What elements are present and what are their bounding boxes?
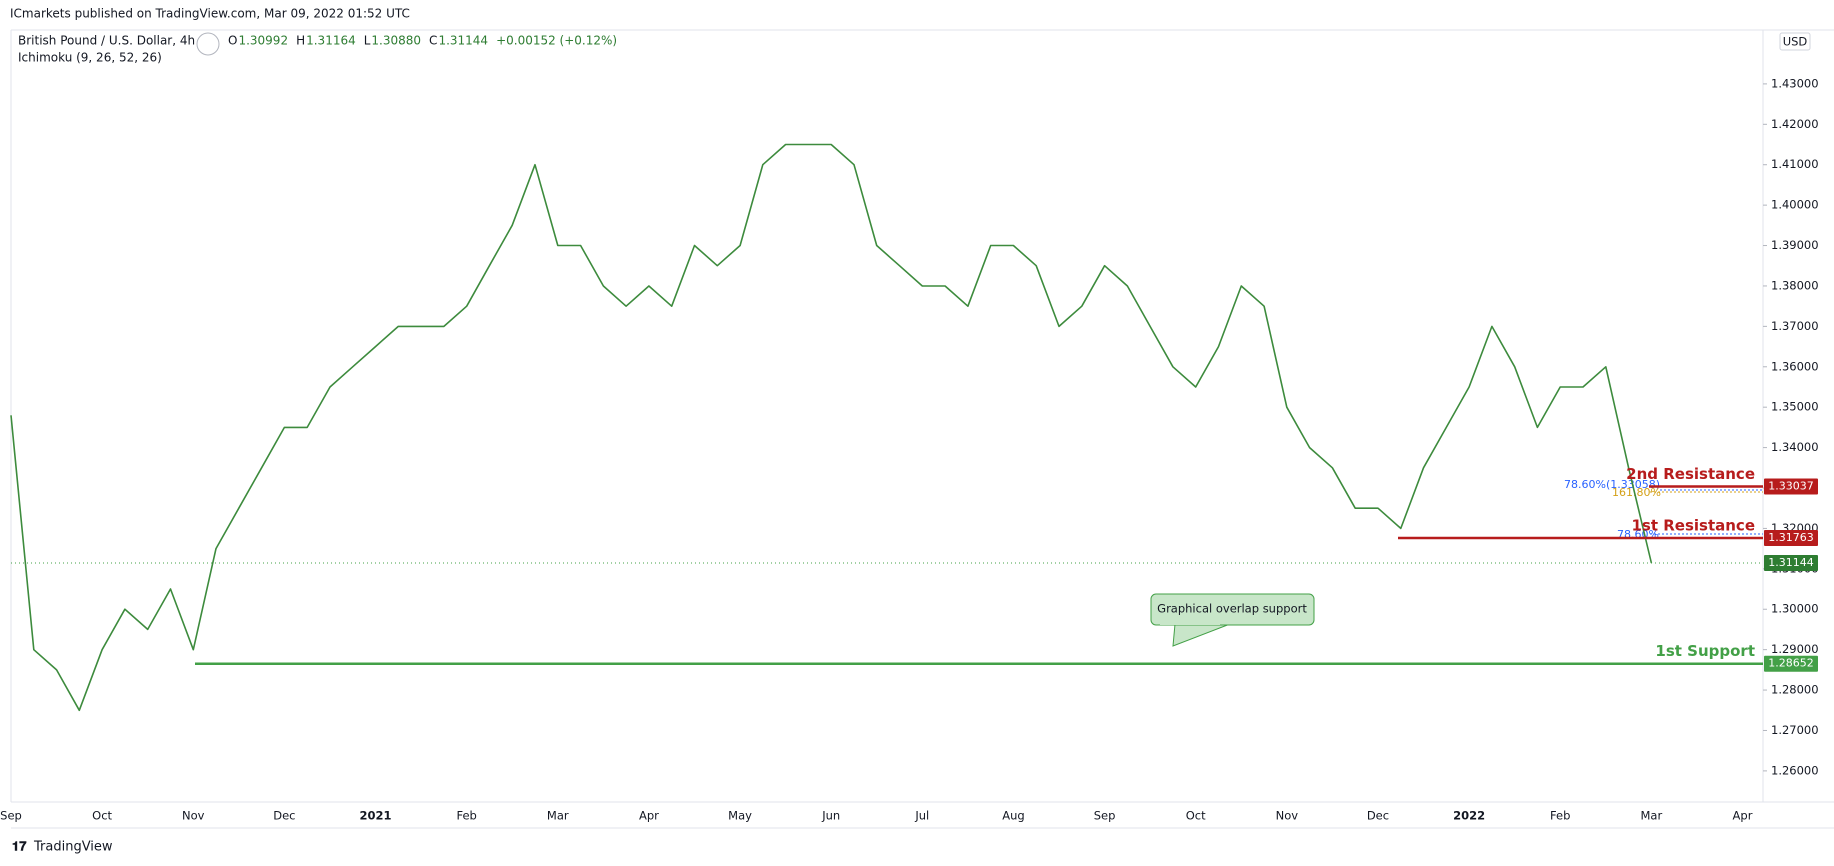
x-tick-label: Oct bbox=[92, 809, 112, 823]
level-price-box bbox=[1764, 655, 1818, 672]
y-tick-label: 1.34000 bbox=[1771, 440, 1819, 454]
x-tick-label: Apr bbox=[639, 809, 659, 823]
level-price-label: 1.28652 bbox=[1768, 657, 1814, 670]
x-tick-label: 2021 bbox=[360, 809, 392, 823]
x-tick-label: Sep bbox=[1094, 809, 1116, 823]
ohlc-value: 1.30880 bbox=[371, 34, 421, 48]
callout-box bbox=[1150, 593, 1315, 626]
footer-logo-mark: 𝟏𝟕 bbox=[12, 840, 27, 855]
x-tick-label: Dec bbox=[1367, 809, 1389, 823]
y-tick-label: 1.39000 bbox=[1771, 238, 1819, 252]
level-name: 1st Support bbox=[1655, 642, 1755, 660]
ohlc-key: H bbox=[296, 34, 305, 48]
y-tick-label: 1.26000 bbox=[1771, 763, 1819, 777]
indicator-name: Ichimoku (9, 26, 52, 26) bbox=[18, 51, 162, 65]
x-tick-label: Sep bbox=[0, 809, 22, 823]
callout-text: Graphical overlap support bbox=[1157, 602, 1307, 616]
symbol-title: British Pound / U.S. Dollar, 4h bbox=[18, 34, 195, 48]
x-tick-label: 2022 bbox=[1453, 809, 1485, 823]
level-name: 1st Resistance bbox=[1631, 516, 1755, 534]
y-tick-label: 1.30000 bbox=[1771, 602, 1819, 616]
currency: USD bbox=[1783, 35, 1808, 49]
level-price-box bbox=[1764, 529, 1818, 546]
y-tick-label: 1.35000 bbox=[1771, 400, 1819, 414]
x-tick-label: Aug bbox=[1002, 809, 1024, 823]
x-tick-label: Nov bbox=[182, 809, 205, 823]
ohlc-key: C bbox=[429, 34, 437, 48]
y-tick-label: 1.28000 bbox=[1771, 683, 1819, 697]
currency-box bbox=[1779, 32, 1811, 51]
y-tick-label: 1.36000 bbox=[1771, 359, 1819, 373]
ohlc-change: +0.00152 (+0.12%) bbox=[496, 34, 617, 48]
x-tick-label: Mar bbox=[1641, 809, 1663, 823]
ohlc-value: 1.31144 bbox=[438, 34, 488, 48]
x-tick-label: Jun bbox=[821, 809, 840, 823]
callout-join bbox=[1160, 618, 1220, 625]
y-tick-label: 1.41000 bbox=[1771, 157, 1819, 171]
x-tick-label: Oct bbox=[1186, 809, 1206, 823]
last-price-box bbox=[1764, 555, 1818, 572]
y-tick-label: 1.29000 bbox=[1771, 642, 1819, 656]
level-price-label: 1.33037 bbox=[1768, 480, 1814, 493]
level-name: 2nd Resistance bbox=[1626, 465, 1755, 483]
x-tick-label: Feb bbox=[456, 809, 476, 823]
x-tick-label: Jul bbox=[914, 809, 929, 823]
y-tick-label: 1.40000 bbox=[1771, 198, 1819, 212]
x-tick-label: May bbox=[728, 809, 752, 823]
x-tick-label: Nov bbox=[1276, 809, 1299, 823]
ohlc-key: L bbox=[364, 34, 371, 48]
y-tick-label: 1.27000 bbox=[1771, 723, 1819, 737]
logo-circle bbox=[196, 32, 220, 56]
y-tick-label: 1.42000 bbox=[1771, 117, 1819, 131]
fib-label: 78.60%(1.33058) bbox=[1564, 478, 1660, 491]
level-price-label: 1.31763 bbox=[1768, 531, 1814, 544]
y-tick-label: 1.43000 bbox=[1771, 76, 1819, 90]
footer-brand: TradingView bbox=[33, 840, 113, 855]
ohlc-value: 1.31164 bbox=[306, 34, 356, 48]
level-price-box bbox=[1764, 478, 1818, 495]
publish-header: ICmarkets published on TradingView.com, … bbox=[10, 7, 410, 21]
x-tick-label: Mar bbox=[547, 809, 569, 823]
y-tick-label: 1.37000 bbox=[1771, 319, 1819, 333]
x-tick-label: Apr bbox=[1733, 809, 1753, 823]
y-tick-label: 1.38000 bbox=[1771, 278, 1819, 292]
x-tick-label: Dec bbox=[273, 809, 295, 823]
price-line bbox=[10, 143, 1653, 712]
ohlc-legend: O 1.30992 H 1.31164 L 1.30880 C 1.31144 +0.00152… bbox=[228, 34, 617, 48]
x-tick-label: Feb bbox=[1550, 809, 1570, 823]
ohlc-value: 1.30992 bbox=[238, 34, 288, 48]
last-price-label: 1.31144 bbox=[1768, 556, 1814, 569]
ohlc-key: O bbox=[228, 34, 237, 48]
fib-label: 161.80% bbox=[1612, 486, 1661, 499]
